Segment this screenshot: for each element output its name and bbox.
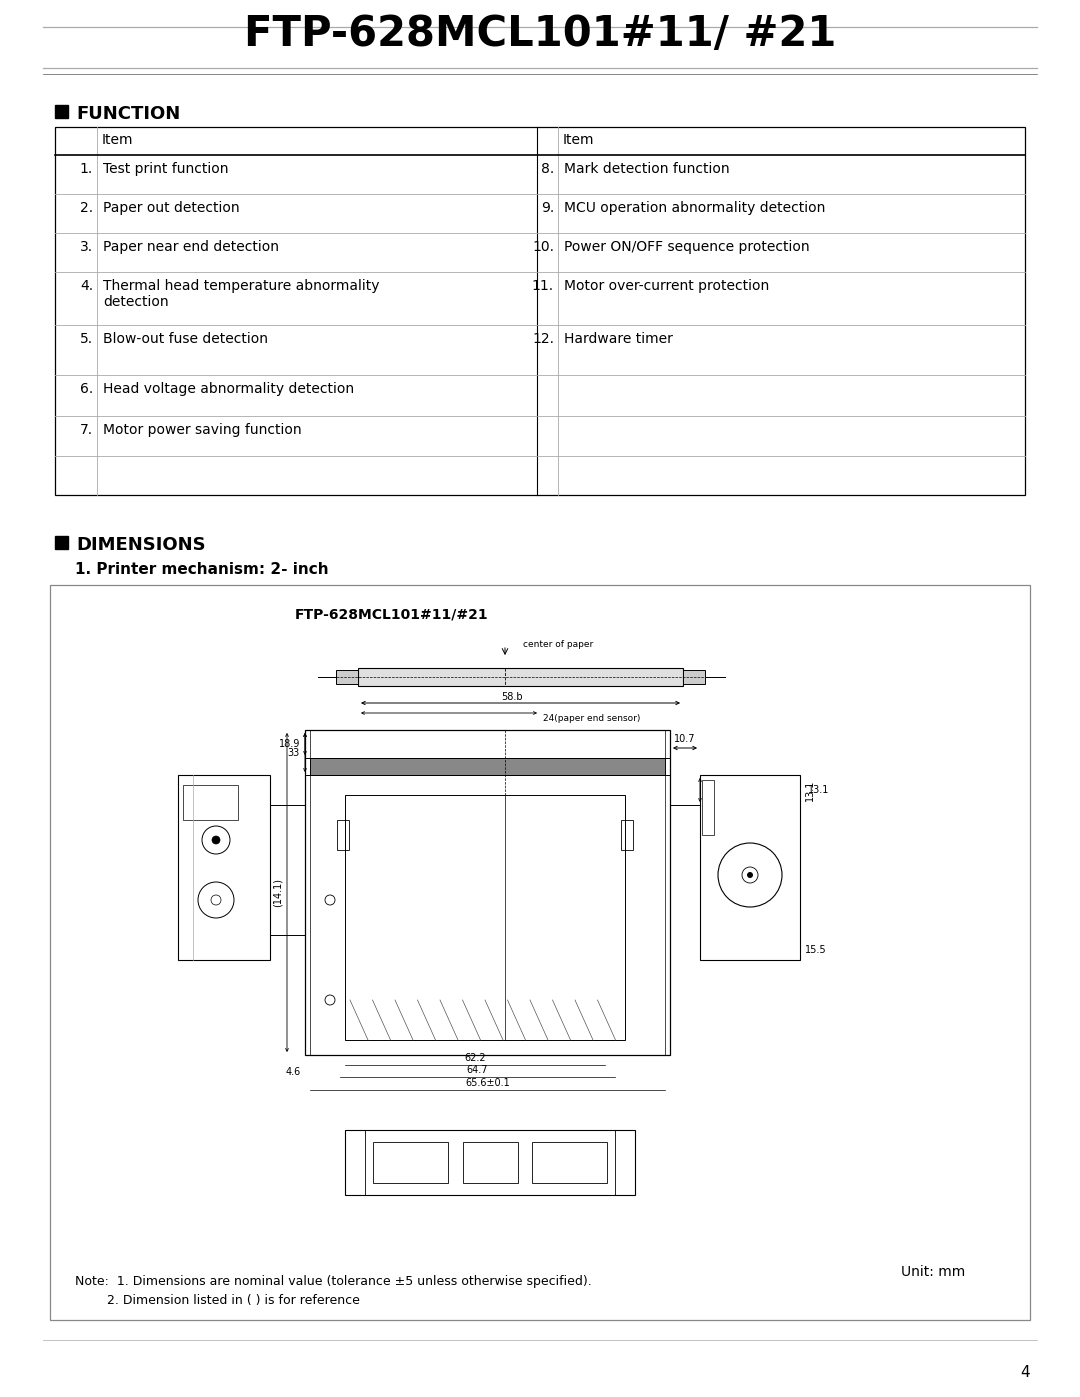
Bar [336,671,357,685]
Circle shape [212,835,220,844]
Text: (14.1): (14.1) [273,877,283,907]
Text: Item: Item [102,133,134,147]
Text: 33: 33 [287,747,300,759]
Bar [532,1141,607,1183]
Bar [345,795,625,1039]
Text: detection: detection [103,295,168,309]
Text: Motor over-current protection: Motor over-current protection [564,279,769,293]
Text: DIMENSIONS: DIMENSIONS [76,536,205,555]
Text: 4.: 4. [80,279,93,293]
Bar [702,780,714,835]
Text: Head voltage abnormality detection: Head voltage abnormality detection [103,381,354,395]
Text: 2. Dimension listed in ( ) is for reference: 2. Dimension listed in ( ) is for refere… [75,1294,360,1308]
Text: 10.: 10. [532,240,554,254]
Text: 1.: 1. [80,162,93,176]
Bar [178,775,270,960]
Bar [55,105,68,117]
Text: 4: 4 [1021,1365,1030,1380]
Text: 8.: 8. [541,162,554,176]
Text: 15.5: 15.5 [805,944,826,956]
Text: Power ON/OFF sequence protection: Power ON/OFF sequence protection [564,240,810,254]
Text: MCU operation abnormality detection: MCU operation abnormality detection [564,201,825,215]
Bar [183,785,238,820]
Bar [621,820,633,849]
Text: FUNCTION: FUNCTION [76,105,180,123]
Text: Motor power saving function: Motor power saving function [103,423,301,437]
Text: 7.: 7. [80,423,93,437]
Text: Blow-out fuse detection: Blow-out fuse detection [103,332,268,346]
Text: 4.6: 4.6 [285,1067,300,1077]
Bar [55,127,1025,495]
Text: 13.1: 13.1 [805,780,815,800]
Text: Paper near end detection: Paper near end detection [103,240,279,254]
Text: 18.9: 18.9 [279,739,300,749]
Text: 65.6±0.1: 65.6±0.1 [465,1078,510,1088]
Bar [310,759,665,775]
Text: 10.7: 10.7 [674,733,696,745]
Circle shape [747,872,753,877]
Text: 2.: 2. [80,201,93,215]
Text: 12.: 12. [532,332,554,346]
Text: 9.: 9. [541,201,554,215]
Text: 11.: 11. [531,279,554,293]
Bar [700,775,800,960]
Text: 3.: 3. [80,240,93,254]
Text: Thermal head temperature abnormality: Thermal head temperature abnormality [103,279,379,293]
Text: Note:  1. Dimensions are nominal value (tolerance ±5 unless otherwise specified): Note: 1. Dimensions are nominal value (t… [75,1275,592,1288]
Text: Mark detection function: Mark detection function [564,162,730,176]
Text: Test print function: Test print function [103,162,229,176]
Text: Hardware timer: Hardware timer [564,332,673,346]
Text: 6.: 6. [80,381,93,395]
Text: FTP-628MCL101#11/ #21: FTP-628MCL101#11/ #21 [244,13,836,54]
Text: FTP-628MCL101#11/#21: FTP-628MCL101#11/#21 [295,608,488,622]
Bar [373,1141,448,1183]
Text: Paper out detection: Paper out detection [103,201,240,215]
Text: 24(paper end sensor): 24(paper end sensor) [543,714,640,724]
Text: 1. Printer mechanism: 2- inch: 1. Printer mechanism: 2- inch [75,562,328,577]
Bar [345,1130,635,1194]
Bar [337,820,349,849]
Text: Item: Item [563,133,594,147]
Bar [463,1141,518,1183]
Bar [55,536,68,549]
Bar [305,731,670,1055]
Text: 5.: 5. [80,332,93,346]
Bar [357,668,683,686]
Text: 13.1: 13.1 [808,785,829,795]
Bar [50,585,1030,1320]
Bar [683,671,705,685]
Text: center of paper: center of paper [523,640,593,650]
Text: 64.7: 64.7 [467,1065,488,1076]
Text: 62.2: 62.2 [464,1053,486,1063]
Text: 58.b: 58.b [502,692,524,703]
Text: Unit: mm: Unit: mm [901,1266,966,1280]
